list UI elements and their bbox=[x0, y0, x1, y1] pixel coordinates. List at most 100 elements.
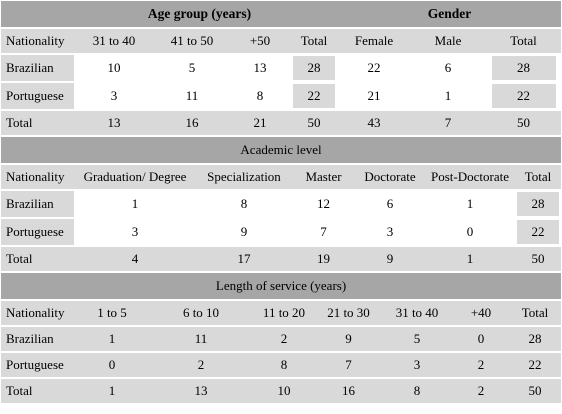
row-label: Total bbox=[1, 379, 74, 405]
row-label: Brazilian bbox=[1, 327, 74, 353]
table-cell: 1 bbox=[74, 327, 150, 353]
table-cell: 8 bbox=[196, 191, 292, 219]
table-cell: 4 bbox=[74, 247, 196, 273]
table-cell: 9 bbox=[316, 327, 381, 353]
column-header: Total bbox=[486, 29, 562, 55]
row-total-cell: 22 bbox=[491, 84, 556, 108]
table-cell: 2 bbox=[453, 353, 509, 379]
column-header: +40 bbox=[453, 301, 509, 327]
table-cell: 28 bbox=[290, 55, 339, 83]
academic-level-title: Academic level bbox=[1, 137, 562, 165]
column-header: Nationality bbox=[1, 165, 74, 191]
column-header: +50 bbox=[230, 29, 290, 55]
table-cell: 13 bbox=[230, 55, 290, 83]
column-header: Total bbox=[509, 301, 562, 327]
column-header: 1 to 5 bbox=[74, 301, 150, 327]
length-of-service-title: Length of service (years) bbox=[1, 273, 562, 301]
table-cell: 8 bbox=[230, 83, 290, 111]
table-cell: 3 bbox=[74, 219, 196, 247]
table-cell: 5 bbox=[154, 55, 230, 83]
row-label: Total bbox=[1, 247, 74, 273]
column-header: Total bbox=[515, 165, 562, 191]
column-header: Specialization bbox=[196, 165, 292, 191]
table-cell: 7 bbox=[292, 219, 355, 247]
table-cell: 28 bbox=[486, 55, 562, 83]
column-header: 41 to 50 bbox=[154, 29, 230, 55]
total-row: Total 1 13 10 16 8 2 50 bbox=[1, 379, 562, 405]
table-cell: 21 bbox=[230, 111, 290, 137]
column-header: 31 to 40 bbox=[74, 29, 154, 55]
table-cell: 9 bbox=[355, 247, 425, 273]
table-cell: 11 bbox=[154, 83, 230, 111]
table-cell: 5 bbox=[381, 327, 453, 353]
row-label: Portuguese bbox=[1, 219, 74, 247]
table-cell: 3 bbox=[74, 83, 154, 111]
table-cell: 16 bbox=[154, 111, 230, 137]
table-cell: 0 bbox=[74, 353, 150, 379]
column-header: Master bbox=[292, 165, 355, 191]
column-header: Post-Doctorate bbox=[425, 165, 515, 191]
table-row: Brazilian 10 5 13 28 22 6 28 bbox=[1, 55, 562, 83]
table-cell: 1 bbox=[74, 379, 150, 405]
table-cell: 22 bbox=[338, 55, 411, 83]
table-cell: 50 bbox=[515, 247, 562, 273]
table-cell: 6 bbox=[410, 55, 487, 83]
column-header: Nationality bbox=[1, 301, 74, 327]
column-header: Female bbox=[338, 29, 411, 55]
table-cell: 50 bbox=[509, 379, 562, 405]
column-header: 11 to 20 bbox=[252, 301, 316, 327]
table-cell: 0 bbox=[425, 219, 515, 247]
table-cell: 9 bbox=[196, 219, 292, 247]
table-cell: 43 bbox=[338, 111, 411, 137]
section1-header-band: Age group (years) Gender bbox=[1, 1, 562, 29]
table-cell: 13 bbox=[74, 111, 154, 137]
row-total-cell: 28 bbox=[517, 192, 560, 216]
total-row: Total 4 17 19 9 1 50 bbox=[1, 247, 562, 273]
table-cell: 8 bbox=[381, 379, 453, 405]
table-cell: 50 bbox=[486, 111, 562, 137]
table-row: Brazilian 1 11 2 9 5 0 28 bbox=[1, 327, 562, 353]
table-cell: 50 bbox=[290, 111, 339, 137]
table-cell: 2 bbox=[150, 353, 252, 379]
table-cell: 6 bbox=[355, 191, 425, 219]
column-header: Doctorate bbox=[355, 165, 425, 191]
table-cell: 3 bbox=[355, 219, 425, 247]
table-row: Portuguese 3 9 7 3 0 22 bbox=[1, 219, 562, 247]
column-header: Male bbox=[410, 29, 487, 55]
table-cell: 7 bbox=[410, 111, 487, 137]
table-cell: 2 bbox=[453, 379, 509, 405]
row-label: Brazilian bbox=[1, 55, 74, 83]
table-cell: 1 bbox=[425, 247, 515, 273]
table-cell: 1 bbox=[425, 191, 515, 219]
table-cell: 22 bbox=[486, 83, 562, 111]
row-label: Portuguese bbox=[1, 83, 74, 111]
row-total-cell: 22 bbox=[293, 84, 336, 108]
table-cell: 28 bbox=[515, 191, 562, 219]
row-label: Portuguese bbox=[1, 353, 74, 379]
section3-header-band: Length of service (years) bbox=[1, 273, 562, 301]
section2-header-band: Academic level bbox=[1, 137, 562, 165]
row-total-cell: 28 bbox=[293, 56, 336, 80]
table-cell: 0 bbox=[453, 327, 509, 353]
column-header: Total bbox=[290, 29, 339, 55]
table-cell: 3 bbox=[381, 353, 453, 379]
table-cell: 10 bbox=[74, 55, 154, 83]
section3-column-headers: Nationality 1 to 5 6 to 10 11 to 20 21 t… bbox=[1, 301, 562, 327]
table-cell: 1 bbox=[74, 191, 196, 219]
table-cell: 22 bbox=[290, 83, 339, 111]
row-label: Total bbox=[1, 111, 74, 137]
column-header: Nationality bbox=[1, 29, 74, 55]
table-cell: 13 bbox=[150, 379, 252, 405]
table-cell: 17 bbox=[196, 247, 292, 273]
table-cell: 1 bbox=[410, 83, 487, 111]
age-gender-section: Age group (years) Gender Nationality 31 … bbox=[1, 1, 562, 137]
table-cell: 21 bbox=[338, 83, 411, 111]
table-cell: 11 bbox=[150, 327, 252, 353]
column-header: 21 to 30 bbox=[316, 301, 381, 327]
academic-level-section: Academic level Nationality Graduation/ D… bbox=[1, 137, 562, 273]
row-label: Brazilian bbox=[1, 191, 74, 219]
column-header: Graduation/ Degree bbox=[74, 165, 196, 191]
table-cell: 22 bbox=[509, 353, 562, 379]
length-of-service-section: Length of service (years) Nationality 1 … bbox=[1, 273, 562, 405]
